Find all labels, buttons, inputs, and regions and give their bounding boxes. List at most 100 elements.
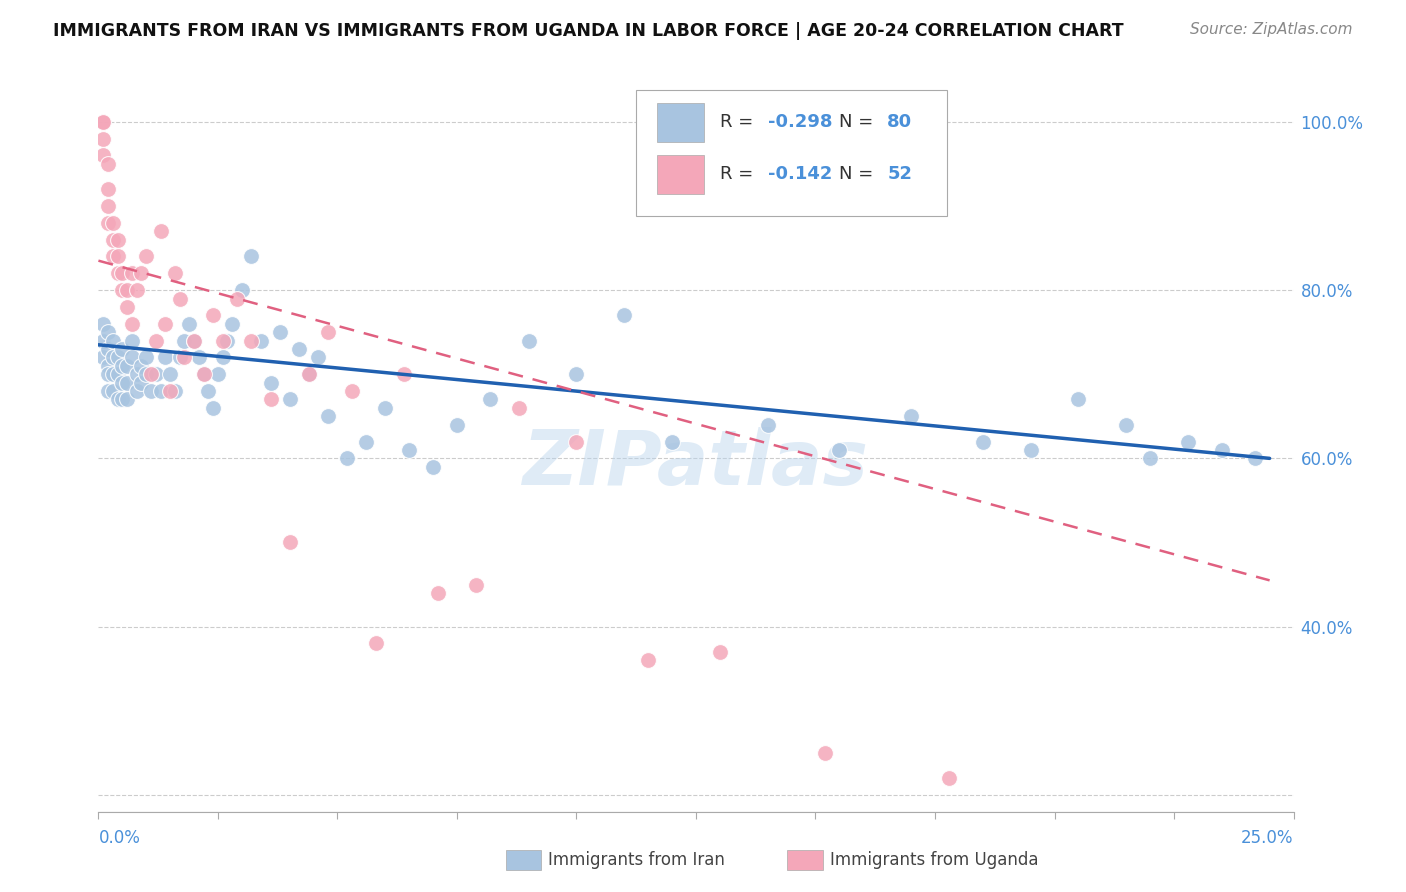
Point: [240, 334, 263, 348]
Text: -0.298: -0.298: [768, 112, 832, 131]
FancyBboxPatch shape: [637, 90, 948, 216]
Text: Immigrants from Iran: Immigrants from Iran: [548, 851, 725, 869]
Point: [121, 351, 143, 365]
Point: [207, 368, 229, 382]
Point: [900, 409, 922, 424]
FancyBboxPatch shape: [657, 155, 704, 194]
Point: [394, 368, 416, 382]
Point: [159, 368, 181, 382]
Point: [97, 157, 120, 171]
Point: [169, 292, 191, 306]
Point: [111, 342, 134, 356]
Point: [446, 417, 468, 432]
Point: [111, 376, 134, 390]
Point: [221, 317, 243, 331]
Point: [125, 283, 148, 297]
Point: [173, 351, 195, 365]
Point: [1067, 392, 1090, 407]
Point: [115, 392, 138, 407]
Point: [202, 401, 225, 415]
Point: [1139, 451, 1161, 466]
Point: [145, 368, 167, 382]
Point: [709, 645, 731, 659]
Point: [135, 368, 157, 382]
Text: IMMIGRANTS FROM IRAN VS IMMIGRANTS FROM UGANDA IN LABOR FORCE | AGE 20-24 CORREL: IMMIGRANTS FROM IRAN VS IMMIGRANTS FROM …: [53, 22, 1123, 40]
Text: 25.0%: 25.0%: [1241, 829, 1294, 847]
Point: [269, 325, 291, 339]
Point: [97, 182, 120, 196]
Point: [97, 216, 120, 230]
Text: 52: 52: [887, 164, 912, 183]
Point: [91, 334, 114, 348]
Point: [340, 384, 363, 398]
Point: [426, 586, 449, 600]
Point: [135, 351, 157, 365]
Point: [972, 434, 994, 449]
Point: [374, 401, 396, 415]
Point: [97, 342, 120, 356]
Point: [565, 368, 588, 382]
Point: [183, 334, 205, 348]
Point: [145, 334, 167, 348]
Point: [97, 199, 120, 213]
Point: [101, 334, 124, 348]
Point: [193, 368, 215, 382]
Point: [197, 384, 219, 398]
Point: [298, 368, 321, 382]
Point: [613, 309, 636, 323]
Point: [173, 334, 195, 348]
Point: [111, 283, 134, 297]
Point: [135, 250, 157, 264]
Point: [226, 292, 249, 306]
Point: [101, 250, 124, 264]
Point: [115, 359, 138, 373]
Point: [187, 351, 209, 365]
Point: [193, 368, 215, 382]
Point: [814, 746, 837, 760]
Point: [91, 115, 114, 129]
Point: [121, 266, 143, 280]
Point: [259, 376, 281, 390]
Point: [479, 392, 502, 407]
Point: [565, 434, 588, 449]
Point: [101, 233, 124, 247]
Point: [91, 148, 114, 162]
Point: [155, 317, 177, 331]
Point: [183, 334, 205, 348]
Point: [111, 359, 134, 373]
Point: [101, 368, 124, 382]
Point: [111, 392, 134, 407]
Point: [115, 283, 138, 297]
Point: [97, 368, 120, 382]
Point: [155, 351, 177, 365]
Point: [316, 409, 339, 424]
Point: [1211, 442, 1233, 457]
Text: Immigrants from Uganda: Immigrants from Uganda: [830, 851, 1038, 869]
Text: N =: N =: [839, 164, 879, 183]
Point: [91, 131, 114, 145]
Point: [139, 384, 162, 398]
Point: [107, 368, 129, 382]
Point: [211, 351, 233, 365]
Point: [211, 334, 233, 348]
Point: [163, 266, 186, 280]
FancyBboxPatch shape: [657, 103, 704, 142]
Text: -0.142: -0.142: [768, 164, 832, 183]
Point: [1019, 442, 1042, 457]
Point: [517, 334, 540, 348]
Point: [115, 376, 138, 390]
Point: [1244, 451, 1267, 466]
Point: [179, 317, 201, 331]
Point: [91, 115, 114, 129]
Point: [131, 266, 153, 280]
Text: R =: R =: [720, 164, 759, 183]
Point: [336, 451, 359, 466]
Point: [661, 434, 683, 449]
Point: [398, 442, 420, 457]
Point: [1115, 417, 1137, 432]
Point: [828, 442, 851, 457]
Point: [163, 384, 186, 398]
Point: [107, 392, 129, 407]
Point: [149, 224, 172, 238]
Point: [125, 384, 148, 398]
